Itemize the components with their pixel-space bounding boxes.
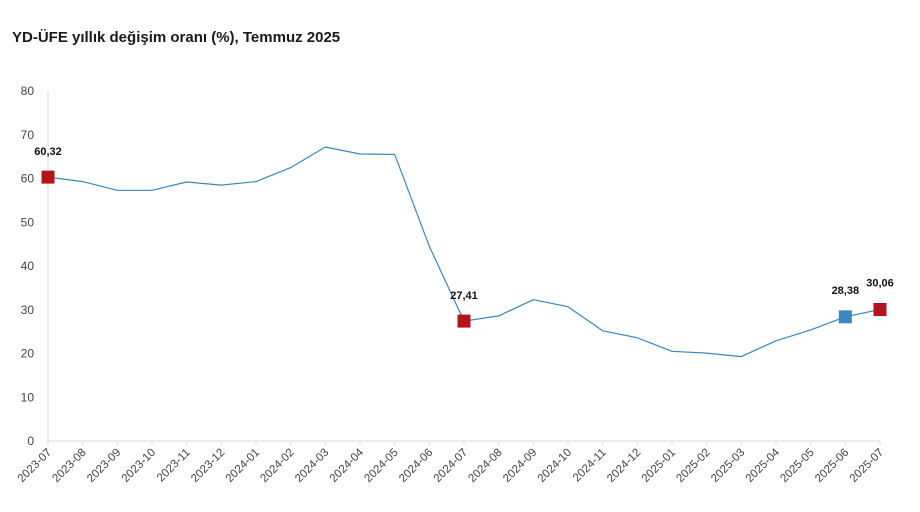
x-tick-label: 2023-09 <box>85 447 123 485</box>
data-label: 28,38 <box>832 285 860 297</box>
highlight-markers: 60,32 27,41 28,38 30,06 <box>34 146 894 328</box>
x-tick-label: 2025-05 <box>778 447 816 485</box>
x-tick-label: 2025-06 <box>813 447 851 485</box>
x-tick-label: 2024-08 <box>466 447 504 485</box>
y-tick-label: 0 <box>27 434 34 448</box>
highlight-marker <box>457 314 471 328</box>
x-tick-label: 2024-09 <box>501 447 539 485</box>
highlight-marker <box>41 170 55 184</box>
x-tick-label: 2025-04 <box>744 446 783 485</box>
y-tick-label: 80 <box>21 84 35 98</box>
x-tick-label: 2025-03 <box>709 447 747 485</box>
y-tick-label: 30 <box>21 303 35 317</box>
x-tick-label: 2025-01 <box>640 447 678 485</box>
y-tick-label: 60 <box>21 172 35 186</box>
x-tick-label: 2023-07 <box>16 447 54 485</box>
highlight-marker <box>838 310 852 324</box>
highlight-marker <box>873 302 887 316</box>
x-tick-label: 2025-02 <box>674 447 712 485</box>
x-tick-label: 2024-02 <box>258 447 296 485</box>
data-label: 60,32 <box>34 146 62 158</box>
x-tick-label: 2024-04 <box>328 446 367 485</box>
x-tick-label: 2023-10 <box>120 447 158 485</box>
y-tick-label: 10 <box>21 390 35 404</box>
chart-title: YD-ÜFE yıllık değişim oranı (%), Temmuz … <box>12 29 341 46</box>
x-tick-label: 2024-11 <box>571 447 609 485</box>
data-label: 30,06 <box>866 277 894 289</box>
x-axis: 2023-072023-082023-092023-102023-112023-… <box>16 440 886 485</box>
x-tick-label: 2023-08 <box>50 447 88 485</box>
x-tick-label: 2023-11 <box>155 447 193 485</box>
x-tick-label: 2024-01 <box>224 447 262 485</box>
y-tick-label: 70 <box>21 128 35 142</box>
x-tick-label: 2023-12 <box>189 447 227 485</box>
y-tick-label: 40 <box>21 259 35 273</box>
y-axis: 0 10 20 30 40 50 60 70 80 <box>21 84 49 448</box>
x-tick-label: 2024-05 <box>362 447 400 485</box>
x-tick-label: 2024-12 <box>605 447 643 485</box>
y-tick-label: 20 <box>21 347 35 361</box>
y-tick-label: 50 <box>21 215 35 229</box>
x-tick-label: 2024-10 <box>536 447 574 485</box>
x-tick-label: 2024-06 <box>397 447 435 485</box>
x-tick-label: 2024-03 <box>293 447 331 485</box>
x-tick-label: 2024-07 <box>432 447 470 485</box>
data-label: 27,41 <box>450 290 478 302</box>
x-tick-label: 2025-07 <box>848 447 886 485</box>
